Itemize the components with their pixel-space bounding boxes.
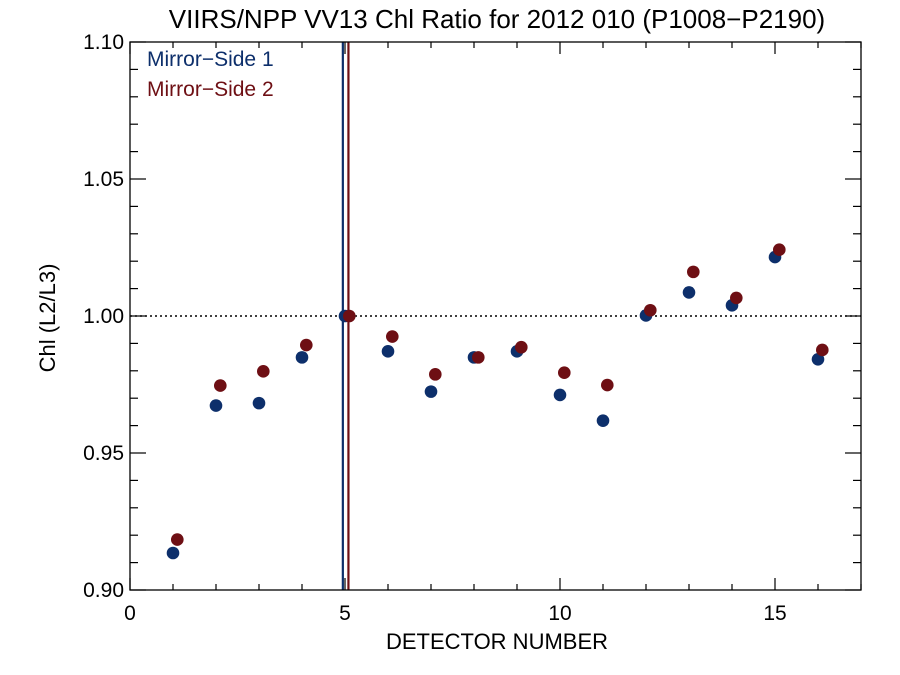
point-series-2 xyxy=(214,379,227,392)
y-tick-label: 0.90 xyxy=(83,579,124,602)
point-series-2 xyxy=(300,338,313,352)
x-tick-label: 0 xyxy=(124,602,136,625)
point-series-2 xyxy=(773,243,786,256)
point-series-1 xyxy=(295,351,309,364)
x-tick-label: 5 xyxy=(339,602,351,625)
point-series-2 xyxy=(171,533,184,546)
y-tick-labels: 0.90 0.95 1.00 1.05 1.10 xyxy=(83,31,124,602)
y-tick-label: 0.95 xyxy=(83,442,124,465)
legend-entry-mirror-side-2: Mirror−Side 2 xyxy=(147,78,274,101)
point-series-1 xyxy=(381,345,395,358)
y-axis-label: Chl (L2/L3) xyxy=(35,264,60,373)
point-series-2 xyxy=(257,365,270,378)
point-series-1 xyxy=(424,385,438,398)
plot-area: 0 5 10 15 0.90 0.95 1.00 1.05 1.10 xyxy=(83,31,862,625)
point-series-2 xyxy=(601,378,614,392)
point-series-2 xyxy=(429,368,442,381)
x-tick-label: 15 xyxy=(763,602,786,625)
data-points xyxy=(166,243,829,560)
point-series-1 xyxy=(682,286,696,299)
x-axis-label: DETECTOR NUMBER xyxy=(386,629,608,654)
legend-entry-mirror-side-1: Mirror−Side 1 xyxy=(147,48,274,71)
y-tick-label: 1.10 xyxy=(83,31,124,54)
point-series-2 xyxy=(687,265,700,279)
chart-title: VIIRS/NPP VV13 Chl Ratio for 2012 010 (P… xyxy=(169,4,825,34)
point-series-1 xyxy=(166,546,180,560)
point-series-1 xyxy=(209,399,223,412)
point-series-2 xyxy=(558,366,571,380)
point-series-1 xyxy=(252,396,266,410)
axis-ticks xyxy=(129,41,862,591)
point-series-2 xyxy=(816,343,829,357)
point-series-1 xyxy=(596,414,610,427)
point-series-2 xyxy=(343,309,356,323)
legend: Mirror−Side 1 Mirror−Side 2 xyxy=(147,48,274,101)
y-tick-label: 1.00 xyxy=(83,305,124,328)
x-tick-label: 10 xyxy=(548,602,571,625)
point-series-2 xyxy=(386,330,399,343)
point-series-2 xyxy=(730,291,743,305)
point-series-1 xyxy=(553,388,567,402)
point-series-2 xyxy=(515,340,528,354)
point-series-2 xyxy=(644,303,657,317)
x-tick-labels: 0 5 10 15 xyxy=(124,602,787,625)
y-tick-label: 1.05 xyxy=(83,168,124,191)
point-series-2 xyxy=(472,351,485,364)
